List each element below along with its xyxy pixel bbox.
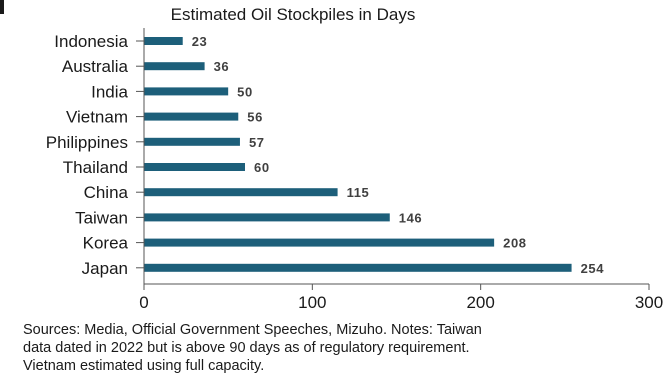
data-label: 208 (503, 236, 526, 251)
chart-caption: Sources: Media, Official Government Spee… (23, 321, 663, 375)
data-label: 115 (347, 185, 370, 200)
data-label: 254 (581, 261, 605, 276)
data-label: 23 (192, 34, 208, 49)
category-label: Indonesia (54, 32, 128, 51)
bar (144, 62, 205, 71)
bar (144, 137, 240, 146)
data-label: 36 (214, 59, 230, 74)
category-label: Thailand (63, 158, 128, 177)
bar (144, 188, 338, 197)
category-label: Japan (82, 259, 128, 278)
x-tick-label: 300 (635, 293, 663, 312)
caption-line: Vietnam estimated using full capacity. (23, 358, 265, 374)
category-label: India (91, 82, 128, 101)
x-tick-label: 200 (466, 293, 494, 312)
caption-line: data dated in 2022 but is above 90 days … (23, 340, 470, 356)
data-label: 60 (254, 160, 270, 175)
bar (144, 213, 390, 222)
category-label: China (84, 183, 129, 202)
caption-line: Sources: Media, Official Government Spee… (23, 322, 482, 338)
x-tick-label: 0 (139, 293, 148, 312)
bar (144, 112, 239, 121)
bar (144, 163, 245, 171)
x-tick-label: 100 (298, 293, 326, 312)
chart-title: Estimated Oil Stockpiles in Days (170, 5, 416, 24)
bar (144, 37, 183, 45)
category-label: Korea (83, 234, 129, 253)
data-label: 57 (249, 135, 265, 150)
data-label: 56 (247, 110, 263, 125)
bar (144, 263, 572, 272)
category-label: Australia (62, 57, 129, 76)
data-label: 146 (399, 210, 423, 225)
chart: Estimated Oil Stockpiles in Days Indones… (46, 5, 663, 312)
bar (144, 238, 495, 247)
category-label: Taiwan (75, 208, 128, 227)
data-label: 50 (237, 84, 253, 99)
corner-mark (0, 0, 4, 14)
category-label: Philippines (46, 133, 128, 152)
category-label: Vietnam (66, 108, 128, 127)
chart-plot: Indonesia 23 Australia 36 India 50 Vietnam 56 Ph… (46, 28, 663, 312)
bar (144, 87, 229, 96)
